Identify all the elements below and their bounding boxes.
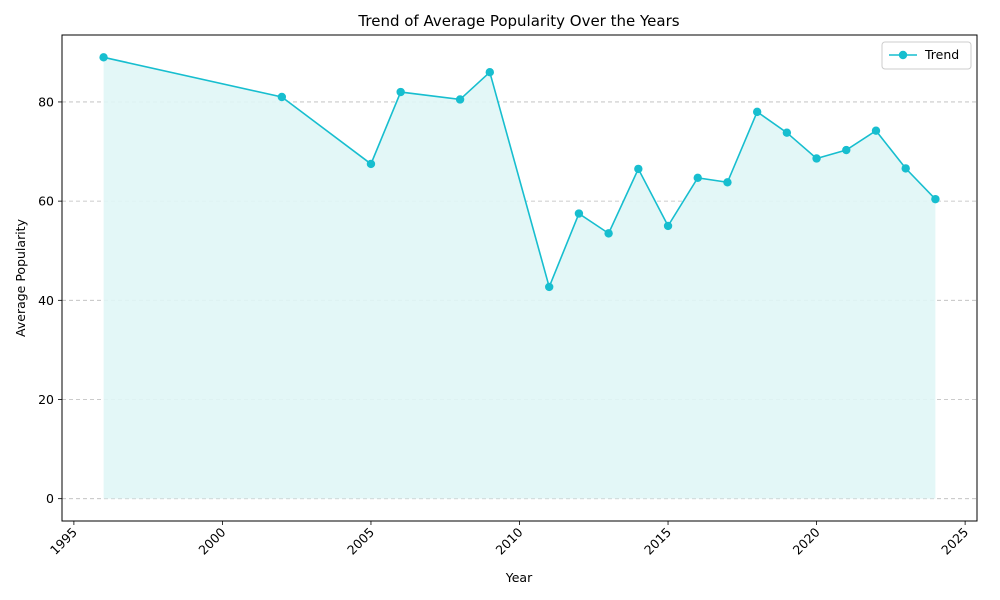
series-area-trend xyxy=(103,57,936,499)
data-point xyxy=(842,145,851,155)
data-point xyxy=(871,126,881,135)
series-line-layer xyxy=(103,56,936,290)
data-point xyxy=(901,164,910,173)
data-point xyxy=(455,95,465,104)
y-tick-label: 20 xyxy=(38,392,54,407)
y-tick-label: 60 xyxy=(38,194,54,209)
data-point xyxy=(931,194,940,204)
data-point xyxy=(485,67,494,77)
series-line-trend xyxy=(103,56,936,290)
legend: Trend xyxy=(881,41,972,70)
x-axis-label: Year xyxy=(505,570,533,585)
data-point xyxy=(366,159,376,169)
y-tick-label: 0 xyxy=(46,491,54,506)
data-point xyxy=(396,87,405,97)
marker-layer xyxy=(99,53,940,292)
data-point xyxy=(782,128,792,137)
data-point xyxy=(723,178,732,187)
legend-label-trend: Trend xyxy=(924,47,959,62)
data-point xyxy=(99,53,108,62)
data-point xyxy=(693,173,702,183)
data-point xyxy=(574,209,584,218)
legend-marker-swatch xyxy=(898,50,908,60)
data-point xyxy=(277,92,287,102)
y-axis-ticks: 0 20 40 60 80 xyxy=(38,94,62,506)
data-point xyxy=(752,107,762,117)
data-point xyxy=(663,221,673,231)
data-point xyxy=(545,282,554,292)
chart-title: Trend of Average Popularity Over the Yea… xyxy=(357,12,679,30)
legend-box xyxy=(881,41,972,70)
data-point xyxy=(812,154,821,163)
y-axis-label: Average Popularity xyxy=(13,218,28,337)
data-point xyxy=(634,164,643,174)
y-tick-label: 80 xyxy=(38,94,54,109)
area-fill-layer xyxy=(103,57,936,499)
data-point xyxy=(604,229,613,238)
y-tick-label: 40 xyxy=(38,293,54,308)
